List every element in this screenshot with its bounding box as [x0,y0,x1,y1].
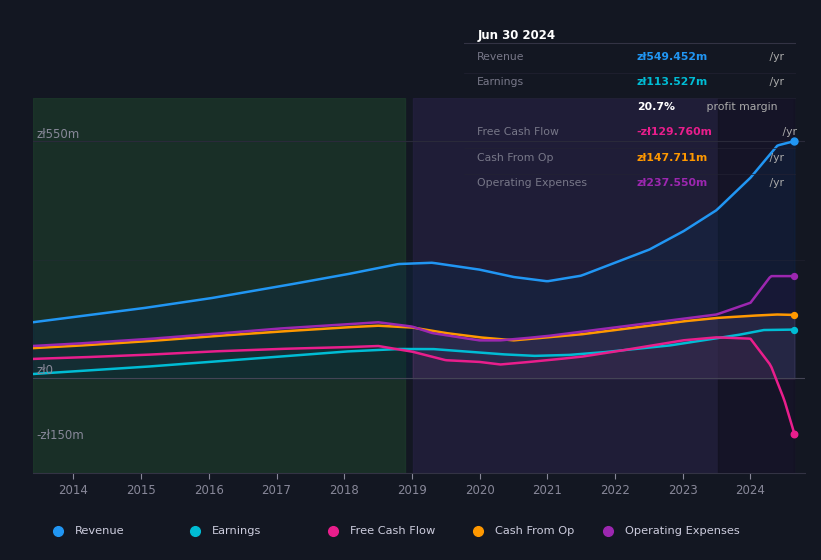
Point [788,430,801,438]
Text: /yr: /yr [767,52,784,62]
Point [788,272,801,281]
Text: zł147.711m: zł147.711m [637,153,708,162]
Text: Free Cash Flow: Free Cash Flow [477,128,559,137]
Text: Free Cash Flow: Free Cash Flow [350,526,435,535]
Text: Earnings: Earnings [477,77,525,87]
Text: /yr: /yr [767,153,784,162]
Text: Revenue: Revenue [477,52,525,62]
Text: profit margin: profit margin [704,102,777,112]
Text: zł237.550m: zł237.550m [637,178,708,188]
Text: Operating Expenses: Operating Expenses [625,526,740,535]
Text: Revenue: Revenue [75,526,125,535]
Point [788,137,801,146]
Text: zł549.452m: zł549.452m [637,52,708,62]
Text: zł0: zł0 [36,365,53,377]
Text: Cash From Op: Cash From Op [495,526,574,535]
Text: 20.7%: 20.7% [637,102,675,112]
Text: Operating Expenses: Operating Expenses [477,178,587,188]
Text: /yr: /yr [779,128,797,137]
Text: -zł129.760m: -zł129.760m [637,128,713,137]
Text: zł113.527m: zł113.527m [637,77,708,87]
Point [788,325,801,334]
Text: /yr: /yr [767,77,784,87]
Text: Jun 30 2024: Jun 30 2024 [477,29,555,41]
Point [788,310,801,319]
Text: Earnings: Earnings [213,526,262,535]
Text: -zł150m: -zł150m [36,429,84,442]
Text: /yr: /yr [767,178,784,188]
Text: Cash From Op: Cash From Op [477,153,553,162]
Text: zł550m: zł550m [36,128,80,141]
